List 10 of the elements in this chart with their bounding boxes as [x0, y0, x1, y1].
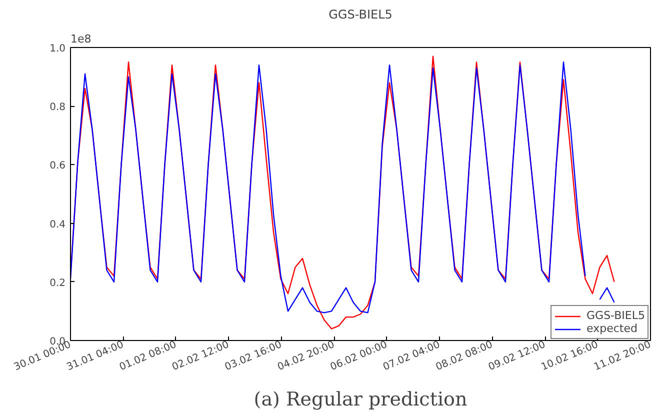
- chart-title: GGS-BIEL5: [328, 8, 392, 22]
- legend-label: GGS-BIEL5: [586, 309, 645, 322]
- y-tick-label: 1.0: [50, 44, 66, 54]
- text: 1e8: [70, 32, 92, 46]
- y-tick-label: 0.6: [50, 160, 66, 172]
- y-tick-label: 0.4: [50, 219, 66, 230]
- y-tick-label: 0.2: [50, 278, 66, 289]
- legend-label: expected: [586, 322, 638, 335]
- y-tick-label: 0.8: [50, 102, 66, 114]
- text: (a) Regular prediction: [254, 388, 468, 410]
